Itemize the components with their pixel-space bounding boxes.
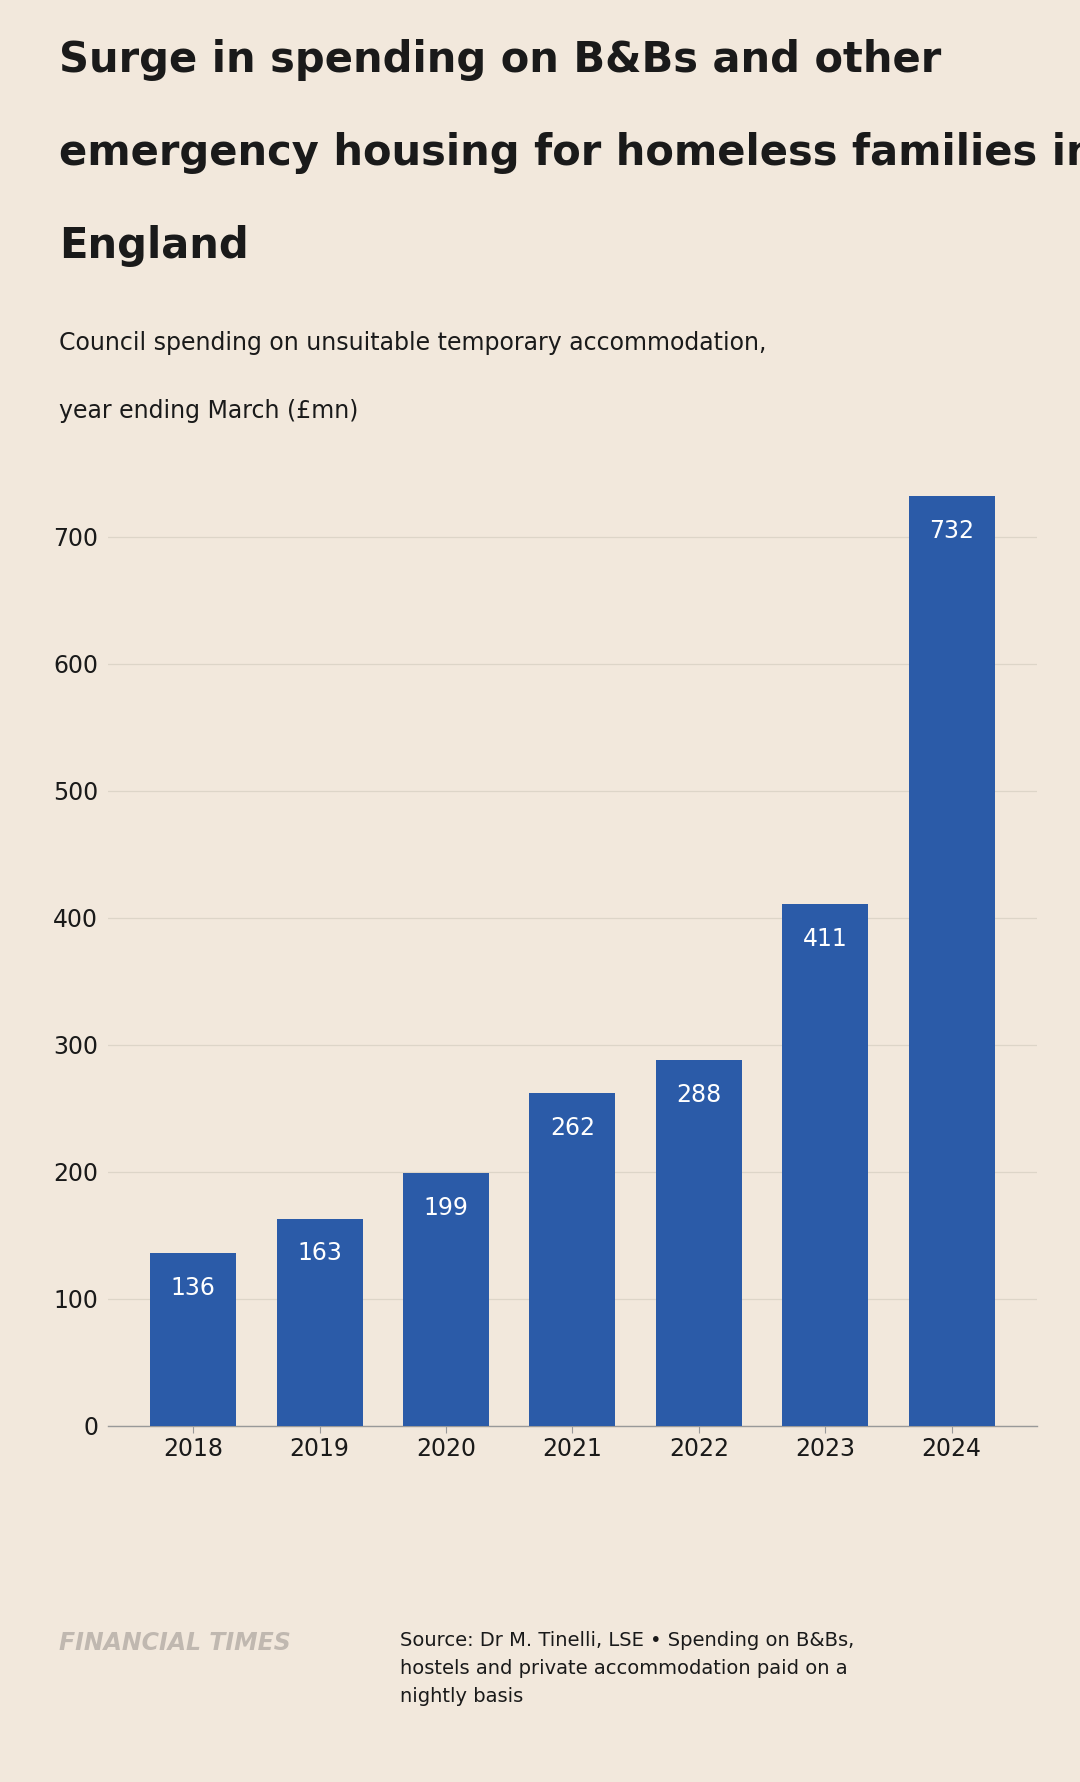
Bar [403, 1173, 489, 1426]
Bar [529, 1092, 616, 1426]
Text: 199: 199 [423, 1196, 469, 1221]
Bar [656, 1060, 742, 1426]
Text: 732: 732 [929, 519, 974, 544]
Bar [908, 495, 995, 1426]
Text: Surge in spending on B&Bs and other: Surge in spending on B&Bs and other [59, 39, 942, 82]
Bar [276, 1219, 363, 1426]
Text: year ending March (£mn): year ending March (£mn) [59, 399, 359, 422]
Text: 262: 262 [550, 1116, 595, 1140]
Bar [782, 903, 868, 1426]
Text: FINANCIAL TIMES: FINANCIAL TIMES [59, 1631, 292, 1654]
Text: Source: Dr M. Tinelli, LSE • Spending on B&Bs,
hostels and private accommodation: Source: Dr M. Tinelli, LSE • Spending on… [400, 1631, 854, 1705]
Text: Council spending on unsuitable temporary accommodation,: Council spending on unsuitable temporary… [59, 331, 767, 355]
Text: 163: 163 [297, 1242, 342, 1265]
Text: 411: 411 [802, 927, 848, 950]
Text: England: England [59, 225, 249, 267]
Text: 288: 288 [676, 1083, 721, 1107]
Text: emergency housing for homeless families in: emergency housing for homeless families … [59, 132, 1080, 175]
Text: 136: 136 [171, 1276, 216, 1299]
Bar [150, 1253, 237, 1426]
